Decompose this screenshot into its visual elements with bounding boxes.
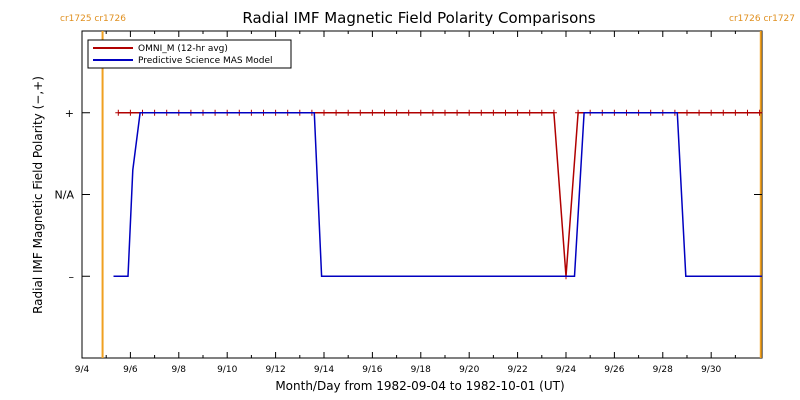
omni-data-point bbox=[744, 109, 751, 116]
model-series-line bbox=[113, 112, 762, 278]
x-tick-label: 9/20 bbox=[459, 365, 479, 375]
x-tick-label: 9/8 bbox=[172, 365, 187, 375]
x-tick-label: 9/22 bbox=[507, 365, 527, 375]
carrington-label-left: cr1725 cr1726 bbox=[60, 14, 126, 24]
x-tick-label: 9/14 bbox=[314, 365, 334, 375]
plot-frame bbox=[81, 30, 763, 359]
legend-box bbox=[87, 39, 292, 69]
omni-data-point bbox=[466, 109, 473, 116]
carrington-boundaries bbox=[101, 31, 762, 358]
omni-data-point bbox=[490, 109, 497, 116]
omni-data-point bbox=[720, 109, 727, 116]
x-tick-label: 9/4 bbox=[75, 365, 90, 375]
omni-data-point bbox=[454, 109, 461, 116]
x-tick-label: 9/28 bbox=[653, 365, 673, 375]
omni-data-point bbox=[683, 109, 690, 116]
legend: OMNI_M (12-hr avg) Predictive Science MA… bbox=[87, 39, 292, 69]
y-axis-label: Radial IMF Magnetic Field Polarity (−,+) bbox=[31, 76, 45, 314]
omni-data-point bbox=[538, 109, 545, 116]
omni-data-point bbox=[405, 109, 412, 116]
omni-data-point bbox=[320, 109, 327, 116]
omni-data-point bbox=[115, 109, 122, 116]
legend-label-omni: OMNI_M (12-hr avg) bbox=[138, 44, 228, 54]
omni-data-point bbox=[429, 109, 436, 116]
omni-data-point bbox=[127, 109, 134, 116]
omni-data-point bbox=[550, 109, 557, 116]
omni-data-point bbox=[732, 109, 739, 116]
x-axis-ticks: 9/4 9/6 9/8 9/10 9/12 9/14 9/16 9/18 9/20 9/22 9/2… bbox=[75, 31, 736, 375]
omni-data-point bbox=[756, 109, 763, 116]
x-tick-label: 9/16 bbox=[362, 365, 382, 375]
omni-data-point bbox=[417, 109, 424, 116]
omni-data-point bbox=[708, 109, 715, 116]
x-tick-label: 9/12 bbox=[265, 365, 285, 375]
omni-series-line bbox=[118, 112, 760, 277]
carrington-label-right: cr1726 cr1727 bbox=[729, 14, 795, 24]
omni-data-point bbox=[696, 109, 703, 116]
omni-data-point bbox=[478, 109, 485, 116]
x-tick-label: 9/6 bbox=[123, 365, 138, 375]
legend-label-model: Predictive Science MAS Model bbox=[138, 56, 273, 66]
omni-data-point bbox=[333, 109, 340, 116]
omni-data-point bbox=[526, 109, 533, 116]
x-tick-label: 9/24 bbox=[556, 365, 576, 375]
series-layer bbox=[113, 109, 763, 280]
x-axis-label: Month/Day from 1982-09-04 to 1982-10-01 … bbox=[275, 379, 564, 393]
omni-data-point bbox=[393, 109, 400, 116]
x-tick-label: 9/18 bbox=[411, 365, 431, 375]
omni-data-point bbox=[381, 109, 388, 116]
omni-data-point bbox=[502, 109, 509, 116]
y-tick-label: + bbox=[65, 107, 74, 120]
omni-data-point bbox=[345, 109, 352, 116]
x-tick-label: 9/10 bbox=[217, 365, 237, 375]
x-tick-label: 9/26 bbox=[604, 365, 624, 375]
omni-data-point bbox=[357, 109, 364, 116]
y-tick-label: N/A bbox=[55, 189, 75, 202]
omni-data-point bbox=[514, 109, 521, 116]
chart-title: Radial IMF Magnetic Field Polarity Compa… bbox=[242, 9, 595, 27]
y-tick-label: – bbox=[69, 270, 75, 283]
x-tick-label: 9/30 bbox=[701, 365, 721, 375]
omni-data-point bbox=[441, 109, 448, 116]
omni-data-point bbox=[575, 109, 582, 116]
omni-data-point bbox=[369, 109, 376, 116]
y-axis-ticks: + N/A – bbox=[55, 107, 762, 283]
